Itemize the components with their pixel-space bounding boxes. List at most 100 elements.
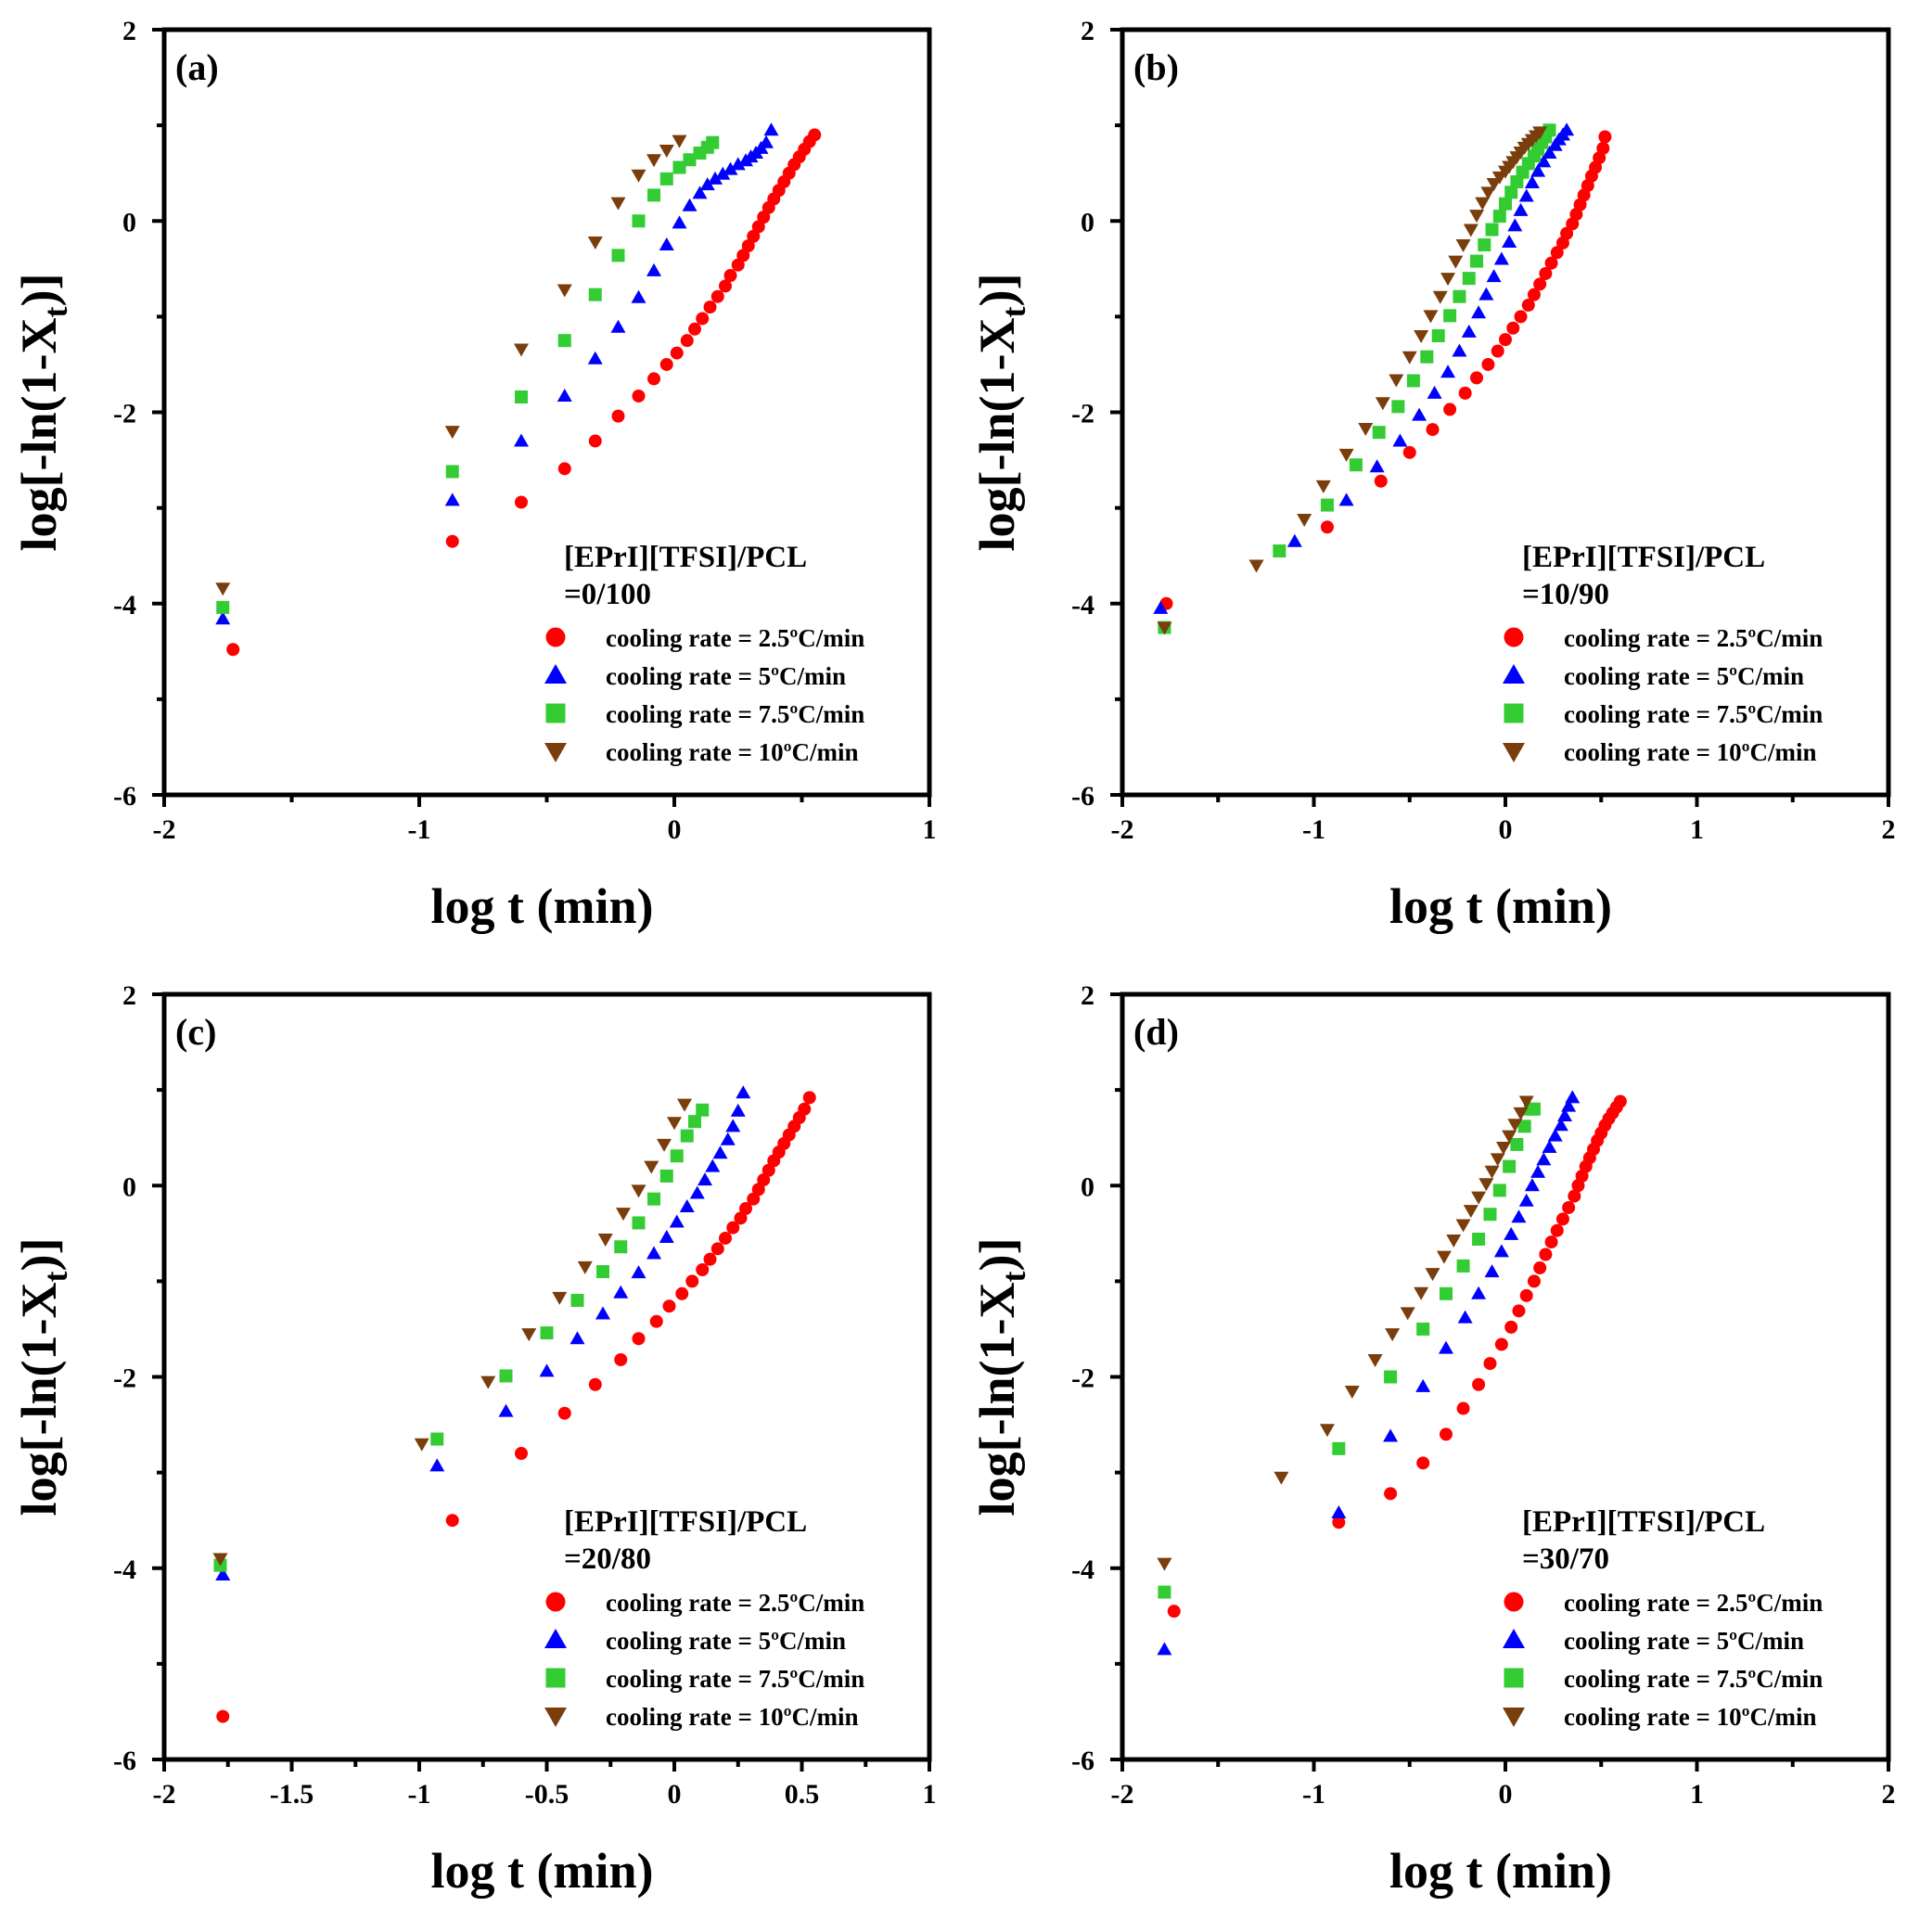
legend-marker: [1503, 664, 1525, 684]
data-point: [719, 279, 732, 293]
data-point: [1458, 386, 1472, 400]
data-point: [632, 214, 646, 228]
data-point: [557, 284, 572, 298]
y-axis-label-subscript: t: [995, 307, 1032, 318]
x-axis-label: log t (min): [1389, 1843, 1612, 1899]
x-axis-label: log t (min): [1389, 878, 1612, 934]
y-tick-label: -2: [1071, 399, 1094, 429]
legend-marker: [544, 743, 567, 762]
data-point: [1511, 1209, 1527, 1223]
data-point: [1385, 1328, 1401, 1342]
data-point: [1532, 126, 1548, 140]
x-tick-label: -0.5: [525, 1779, 570, 1810]
data-point: [649, 1314, 663, 1328]
data-point: [1539, 1247, 1553, 1261]
data-point: [1248, 559, 1264, 573]
data-point: [1481, 357, 1495, 371]
data-point: [751, 220, 765, 234]
y-axis-label-end: )]: [11, 1238, 67, 1272]
y-tick-label: 2: [122, 980, 136, 1011]
data-point: [703, 301, 717, 314]
data-point: [1491, 344, 1504, 358]
data-point: [669, 1214, 685, 1228]
data-point: [723, 161, 738, 175]
data-point: [1536, 1152, 1552, 1166]
legend-subtitle: =30/70: [1522, 1542, 1609, 1576]
y-tick-label: 2: [1081, 16, 1094, 46]
data-point: [725, 1119, 741, 1132]
legend-entry: cooling rate = 7.5ºC/min: [606, 1665, 864, 1693]
data-point: [515, 390, 528, 403]
legend-entry: cooling rate = 7.5ºC/min: [1564, 700, 1823, 728]
data-point: [1384, 1370, 1398, 1384]
data-point: [1530, 163, 1546, 177]
data-point: [1416, 1322, 1430, 1336]
data-point: [1512, 1304, 1526, 1318]
data-point: [762, 1163, 775, 1177]
data-point: [1455, 1219, 1471, 1233]
data-point: [1456, 1259, 1470, 1273]
data-point: [1530, 1164, 1546, 1178]
legend-entry: cooling rate = 2.5ºC/min: [606, 1589, 864, 1617]
series-4: [1157, 126, 1548, 635]
data-point: [1518, 188, 1534, 202]
data-point: [1338, 448, 1354, 462]
data-point: [1425, 1268, 1440, 1282]
data-point: [699, 177, 715, 191]
data-point: [557, 462, 571, 476]
data-point: [557, 334, 571, 348]
data-point: [1484, 1264, 1500, 1278]
data-point: [662, 1299, 676, 1313]
data-point: [1507, 1119, 1523, 1132]
data-point: [1273, 544, 1286, 558]
legend-title: [EPrI][TFSI]/PCL: [1522, 541, 1765, 574]
data-point: [703, 1252, 717, 1266]
data-point: [1514, 310, 1528, 324]
panel-c: -2 -1.5 -1 -0.5 0 0.5 1 2 0 -2 -4 -6 log t (min) log[…: [11, 980, 937, 1899]
data-point: [1478, 1178, 1494, 1192]
data-point: [696, 1103, 710, 1117]
y-tick-label: 0: [1081, 207, 1094, 237]
data-point: [1494, 1337, 1508, 1351]
data-point: [216, 600, 230, 614]
data-point: [1338, 493, 1354, 506]
data-point: [1157, 1642, 1172, 1656]
data-point: [1547, 1128, 1563, 1142]
data-point: [552, 1291, 568, 1305]
data-point: [659, 1169, 673, 1183]
data-point: [1423, 310, 1439, 324]
data-point: [444, 426, 460, 440]
data-point: [659, 172, 673, 186]
legend-subtitle: =10/90: [1522, 578, 1609, 611]
x-tick-label: 1: [923, 1779, 937, 1810]
data-point: [659, 1229, 674, 1243]
legend-entry: cooling rate = 10ºC/min: [1564, 1703, 1817, 1731]
y-tick-label: -2: [113, 1363, 136, 1394]
data-point: [1493, 251, 1509, 265]
data-point: [1416, 1456, 1430, 1470]
x-tick-label: 1: [923, 814, 937, 845]
data-point: [710, 289, 724, 303]
data-point: [1502, 1130, 1517, 1144]
data-point: [682, 198, 698, 211]
data-point: [1484, 1165, 1500, 1179]
data-point: [1503, 1159, 1517, 1173]
data-point: [723, 269, 737, 283]
data-point: [1613, 1094, 1627, 1108]
y-axis-label-end: )]: [969, 274, 1025, 307]
series-3: [1158, 1102, 1541, 1599]
data-point: [1471, 305, 1487, 319]
data-point: [1402, 351, 1417, 365]
data-point: [683, 153, 697, 167]
legend-marker: [1503, 1708, 1525, 1727]
data-point: [730, 1103, 746, 1117]
data-point: [539, 1363, 555, 1377]
x-tick-label: 2: [1882, 814, 1896, 845]
data-point: [1542, 1140, 1557, 1153]
data-point: [1495, 1142, 1511, 1155]
data-point: [644, 1160, 659, 1174]
x-tick-label: 1: [1690, 814, 1704, 845]
data-point: [1412, 407, 1427, 421]
x-tick-label: -2: [1111, 814, 1134, 845]
legend-entry: cooling rate = 10ºC/min: [606, 738, 859, 766]
